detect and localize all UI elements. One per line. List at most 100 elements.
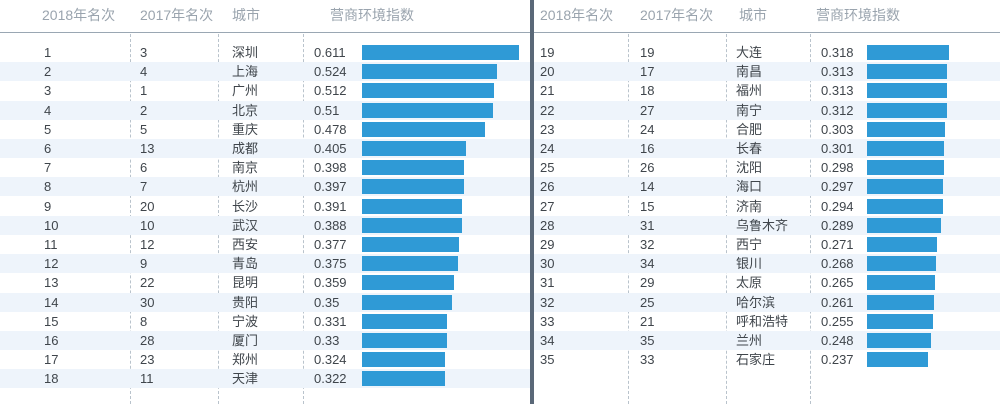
rank-2018-cell: 10 [44, 217, 59, 233]
index-bar [362, 45, 519, 60]
index-value-label: 0.318 [821, 45, 854, 60]
index-value-label: 0.524 [314, 64, 347, 80]
index-bar [867, 237, 937, 252]
rank-2017-cell: 13 [140, 141, 155, 156]
rank-2017-cell: 9 [140, 256, 148, 272]
panel-divider [530, 0, 534, 404]
table-row: 4 2 北京 0.51 [0, 100, 530, 120]
header-city: 城市 [739, 7, 767, 23]
city-cell: 郑州 [232, 352, 259, 368]
header-rank-2017: 2017年名次 [140, 7, 214, 23]
index-bar [362, 179, 464, 195]
rank-2018-cell: 15 [44, 313, 59, 329]
rank-2018-cell: 30 [540, 256, 555, 272]
rank-2017-cell: 24 [640, 121, 655, 137]
index-bar [867, 294, 934, 310]
city-cell: 沈阳 [736, 160, 763, 176]
index-bar [362, 371, 445, 387]
left-table-header: 2018年名次 2017年名次 城市 营商环境指数 [0, 0, 530, 30]
rank-2017-cell: 27 [640, 102, 655, 118]
rank-2017-cell: 7 [140, 179, 148, 195]
city-cell: 长沙 [232, 198, 259, 214]
table-row: 27 15 济南 0.294 [534, 197, 1000, 216]
index-bar [867, 45, 949, 60]
rank-2017-cell: 29 [640, 275, 655, 291]
index-bar [867, 333, 931, 348]
rank-2017-cell: 15 [640, 198, 655, 214]
rank-2017-cell: 25 [640, 294, 655, 310]
index-value-label: 0.248 [821, 333, 854, 348]
table-row: 6 13 成都 0.405 [0, 139, 530, 158]
table-row: 10 10 武汉 0.388 [0, 215, 530, 235]
city-cell: 贵阳 [232, 294, 259, 310]
table-row: 25 26 沈阳 0.298 [534, 158, 1000, 177]
index-bar [867, 64, 947, 80]
index-value-label: 0.313 [821, 64, 854, 80]
index-bar [362, 217, 462, 233]
index-value-label: 0.303 [821, 121, 854, 137]
rank-2018-cell: 4 [44, 102, 52, 118]
table-row: 31 29 太原 0.265 [534, 273, 1000, 292]
rank-2018-cell: 1 [44, 45, 52, 60]
header-rank-2018: 2018年名次 [540, 7, 614, 23]
index-value-label: 0.313 [821, 83, 854, 99]
rank-2017-cell: 33 [640, 352, 655, 368]
rank-2017-cell: 22 [140, 275, 155, 291]
rank-2018-cell: 7 [44, 160, 52, 176]
rank-2017-cell: 6 [140, 160, 148, 176]
table-row: 26 14 海口 0.297 [534, 177, 1000, 197]
index-value-label: 0.331 [314, 313, 347, 329]
city-cell: 成都 [232, 141, 259, 156]
index-bar [867, 160, 944, 176]
index-value-label: 0.33 [314, 333, 340, 348]
rank-2017-cell: 21 [640, 313, 655, 329]
table-row: 8 7 杭州 0.397 [0, 177, 530, 197]
rank-2017-cell: 17 [640, 64, 655, 80]
left-table-panel: 2018年名次 2017年名次 城市 营商环境指数 1 3 深圳 0.611 2 4 上海 0… [0, 0, 530, 404]
rank-2018-cell: 29 [540, 237, 555, 252]
index-bar [867, 83, 947, 99]
right-table-header: 2018年名次 2017年名次 城市 营商环境指数 [534, 0, 1000, 30]
table-row: 1 3 深圳 0.611 [0, 43, 530, 62]
index-value-label: 0.398 [314, 160, 347, 176]
city-cell: 南宁 [736, 102, 763, 118]
city-cell: 广州 [232, 83, 259, 99]
city-cell: 银川 [736, 256, 763, 272]
rank-2018-cell: 19 [540, 45, 555, 60]
city-cell: 福州 [736, 83, 763, 99]
index-bar [867, 256, 936, 272]
index-bar [362, 64, 497, 80]
rank-2018-cell: 16 [44, 333, 59, 348]
table-row: 28 31 乌鲁木齐 0.289 [534, 215, 1000, 235]
index-bar [362, 275, 454, 291]
index-value-label: 0.377 [314, 237, 347, 252]
rank-2018-cell: 24 [540, 141, 555, 156]
header-separator [534, 32, 1000, 33]
rank-2018-cell: 2 [44, 64, 52, 80]
index-bar [867, 179, 943, 195]
rank-2017-cell: 4 [140, 64, 148, 80]
table-row: 29 32 西宁 0.271 [534, 235, 1000, 254]
index-value-label: 0.322 [314, 371, 347, 387]
index-value-label: 0.312 [821, 102, 854, 118]
rank-2017-cell: 23 [140, 352, 155, 368]
index-bar [362, 121, 485, 137]
city-cell: 呼和浩特 [736, 313, 789, 329]
table-row: 19 19 大连 0.318 [534, 43, 1000, 62]
rank-2017-cell: 14 [640, 179, 655, 195]
header-index: 营商环境指数 [816, 7, 900, 23]
header-rank-2018: 2018年名次 [42, 7, 116, 23]
city-cell: 南昌 [736, 64, 763, 80]
index-value-label: 0.391 [314, 198, 347, 214]
rank-2018-cell: 22 [540, 102, 555, 118]
index-bar [362, 141, 466, 156]
index-value-label: 0.237 [821, 352, 854, 368]
index-bar [362, 352, 445, 368]
index-bar [362, 102, 493, 118]
index-value-label: 0.298 [821, 160, 854, 176]
table-row: 12 9 青岛 0.375 [0, 254, 530, 274]
city-cell: 西安 [232, 237, 259, 252]
city-cell: 武汉 [232, 217, 259, 233]
city-cell: 乌鲁木齐 [736, 217, 789, 233]
index-value-label: 0.289 [821, 217, 854, 233]
